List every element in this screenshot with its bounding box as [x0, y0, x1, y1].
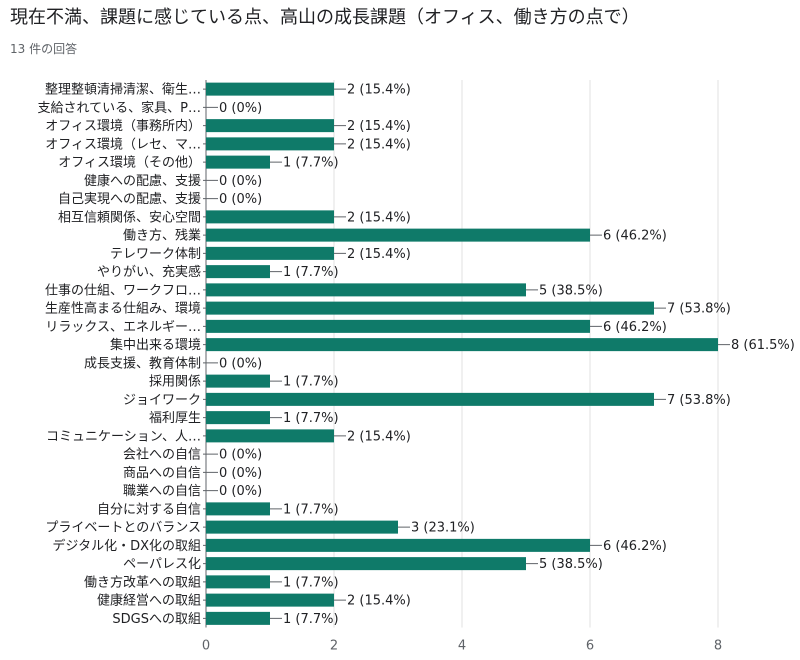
value-label: 7 (53.8%)	[667, 393, 731, 408]
category-label: 採用関係	[149, 375, 201, 390]
value-label: 2 (15.4%)	[347, 594, 411, 609]
category-label: 商品への自信	[123, 466, 201, 481]
category-label: 職業への自信	[123, 483, 201, 499]
value-label: 6 (46.2%)	[603, 539, 667, 554]
category-label: デジタル化・DX化の取組	[52, 538, 201, 554]
value-label: 0 (0%)	[219, 356, 262, 371]
bar	[206, 520, 398, 534]
category-label: 支給されている、家具、P…	[38, 100, 201, 116]
value-label: 0 (0%)	[219, 448, 262, 463]
category-label: リラックス、エネルギー…	[45, 320, 201, 335]
value-label: 0 (0%)	[219, 174, 262, 189]
value-label: 6 (46.2%)	[603, 320, 667, 335]
value-label: 1 (7.7%)	[283, 265, 339, 280]
value-label: 1 (7.7%)	[283, 502, 339, 517]
value-label: 1 (7.7%)	[283, 375, 339, 390]
bar	[206, 265, 270, 279]
value-label: 2 (15.4%)	[347, 429, 411, 444]
x-tick-label: 8	[714, 639, 722, 654]
bar	[206, 210, 334, 224]
category-label: 自分に対する自信	[97, 502, 201, 517]
category-label: オフィス環境（その他）	[58, 156, 201, 171]
bar	[206, 557, 526, 571]
value-label: 1 (7.7%)	[283, 411, 339, 426]
bar	[206, 593, 334, 607]
bar	[206, 392, 654, 406]
bar	[206, 301, 654, 315]
value-label: 8 (61.5%)	[731, 338, 795, 353]
bar	[206, 119, 334, 133]
value-label: 2 (15.4%)	[347, 210, 411, 225]
category-label: テレワーク体制	[110, 247, 201, 262]
value-label: 3 (23.1%)	[411, 521, 475, 536]
bar	[206, 429, 334, 443]
bar	[206, 575, 270, 589]
category-label: 仕事の仕組、ワークフロ…	[45, 283, 201, 298]
value-label: 7 (53.8%)	[667, 302, 731, 317]
category-label: 働き方改革への取組	[84, 574, 201, 590]
x-tick-label: 0	[202, 639, 210, 654]
bar	[206, 283, 526, 297]
value-label: 0 (0%)	[219, 466, 262, 481]
value-label: 1 (7.7%)	[283, 612, 339, 627]
category-label: SDGSへの取組	[112, 612, 201, 627]
category-label: 健康への配慮、支援	[84, 173, 201, 189]
response-count: 13 件の回答	[10, 42, 78, 56]
question-header: 現在不満、課題に感じている点、高山の成長課題（オフィス、働き方の点で） 13 件…	[10, 6, 790, 57]
category-label: 成長支援、教育体制	[84, 355, 201, 371]
value-label: 1 (7.7%)	[283, 156, 339, 171]
category-label: 福利厚生	[149, 411, 201, 426]
category-label: プライベートとのバランス	[45, 521, 201, 536]
bar	[206, 502, 270, 516]
bar	[206, 137, 334, 151]
value-label: 0 (0%)	[219, 101, 262, 116]
category-label: 相互信頼関係、安心空間	[58, 210, 201, 225]
bar	[206, 246, 334, 260]
value-label: 1 (7.7%)	[283, 575, 339, 590]
bar	[206, 538, 590, 552]
category-label: ペーパレス化	[123, 557, 201, 572]
category-label: 生産性高まる仕組み、環境	[45, 301, 201, 317]
bar	[206, 228, 590, 242]
category-label: 自己実現への配慮、支援	[58, 191, 201, 207]
bar	[206, 338, 718, 352]
category-label: 整理整頓清掃清潔、衛生…	[45, 82, 201, 98]
category-label: 働き方、残業	[123, 228, 201, 244]
value-label: 5 (38.5%)	[539, 557, 603, 572]
x-tick-label: 4	[458, 639, 466, 654]
category-label: オフィス環境（事務所内）	[45, 118, 201, 134]
value-label: 6 (46.2%)	[603, 229, 667, 244]
bar	[206, 411, 270, 425]
category-label: やりがい、充実感	[97, 264, 201, 280]
category-label: コミュニケーション、人…	[46, 429, 201, 444]
value-label: 2 (15.4%)	[347, 83, 411, 98]
bar	[206, 155, 270, 169]
bar	[206, 82, 334, 96]
value-label: 5 (38.5%)	[539, 283, 603, 298]
category-label: 集中出来る環境	[110, 337, 201, 353]
bar	[206, 374, 270, 388]
category-label: 健康経営への取組	[97, 593, 201, 609]
category-label: ジョイワーク	[123, 393, 201, 408]
question-title: 現在不満、課題に感じている点、高山の成長課題（オフィス、働き方の点で）	[10, 7, 640, 28]
bar	[206, 319, 590, 333]
bar	[206, 611, 270, 625]
x-tick-label: 6	[586, 639, 594, 654]
value-label: 0 (0%)	[219, 484, 262, 499]
category-label: 会社への自信	[123, 447, 201, 463]
value-label: 2 (15.4%)	[347, 137, 411, 152]
value-label: 2 (15.4%)	[347, 247, 411, 262]
value-label: 2 (15.4%)	[347, 119, 411, 134]
x-tick-label: 2	[330, 639, 338, 654]
value-label: 0 (0%)	[219, 192, 262, 207]
category-label: オフィス環境（レセ、マ…	[45, 137, 201, 152]
